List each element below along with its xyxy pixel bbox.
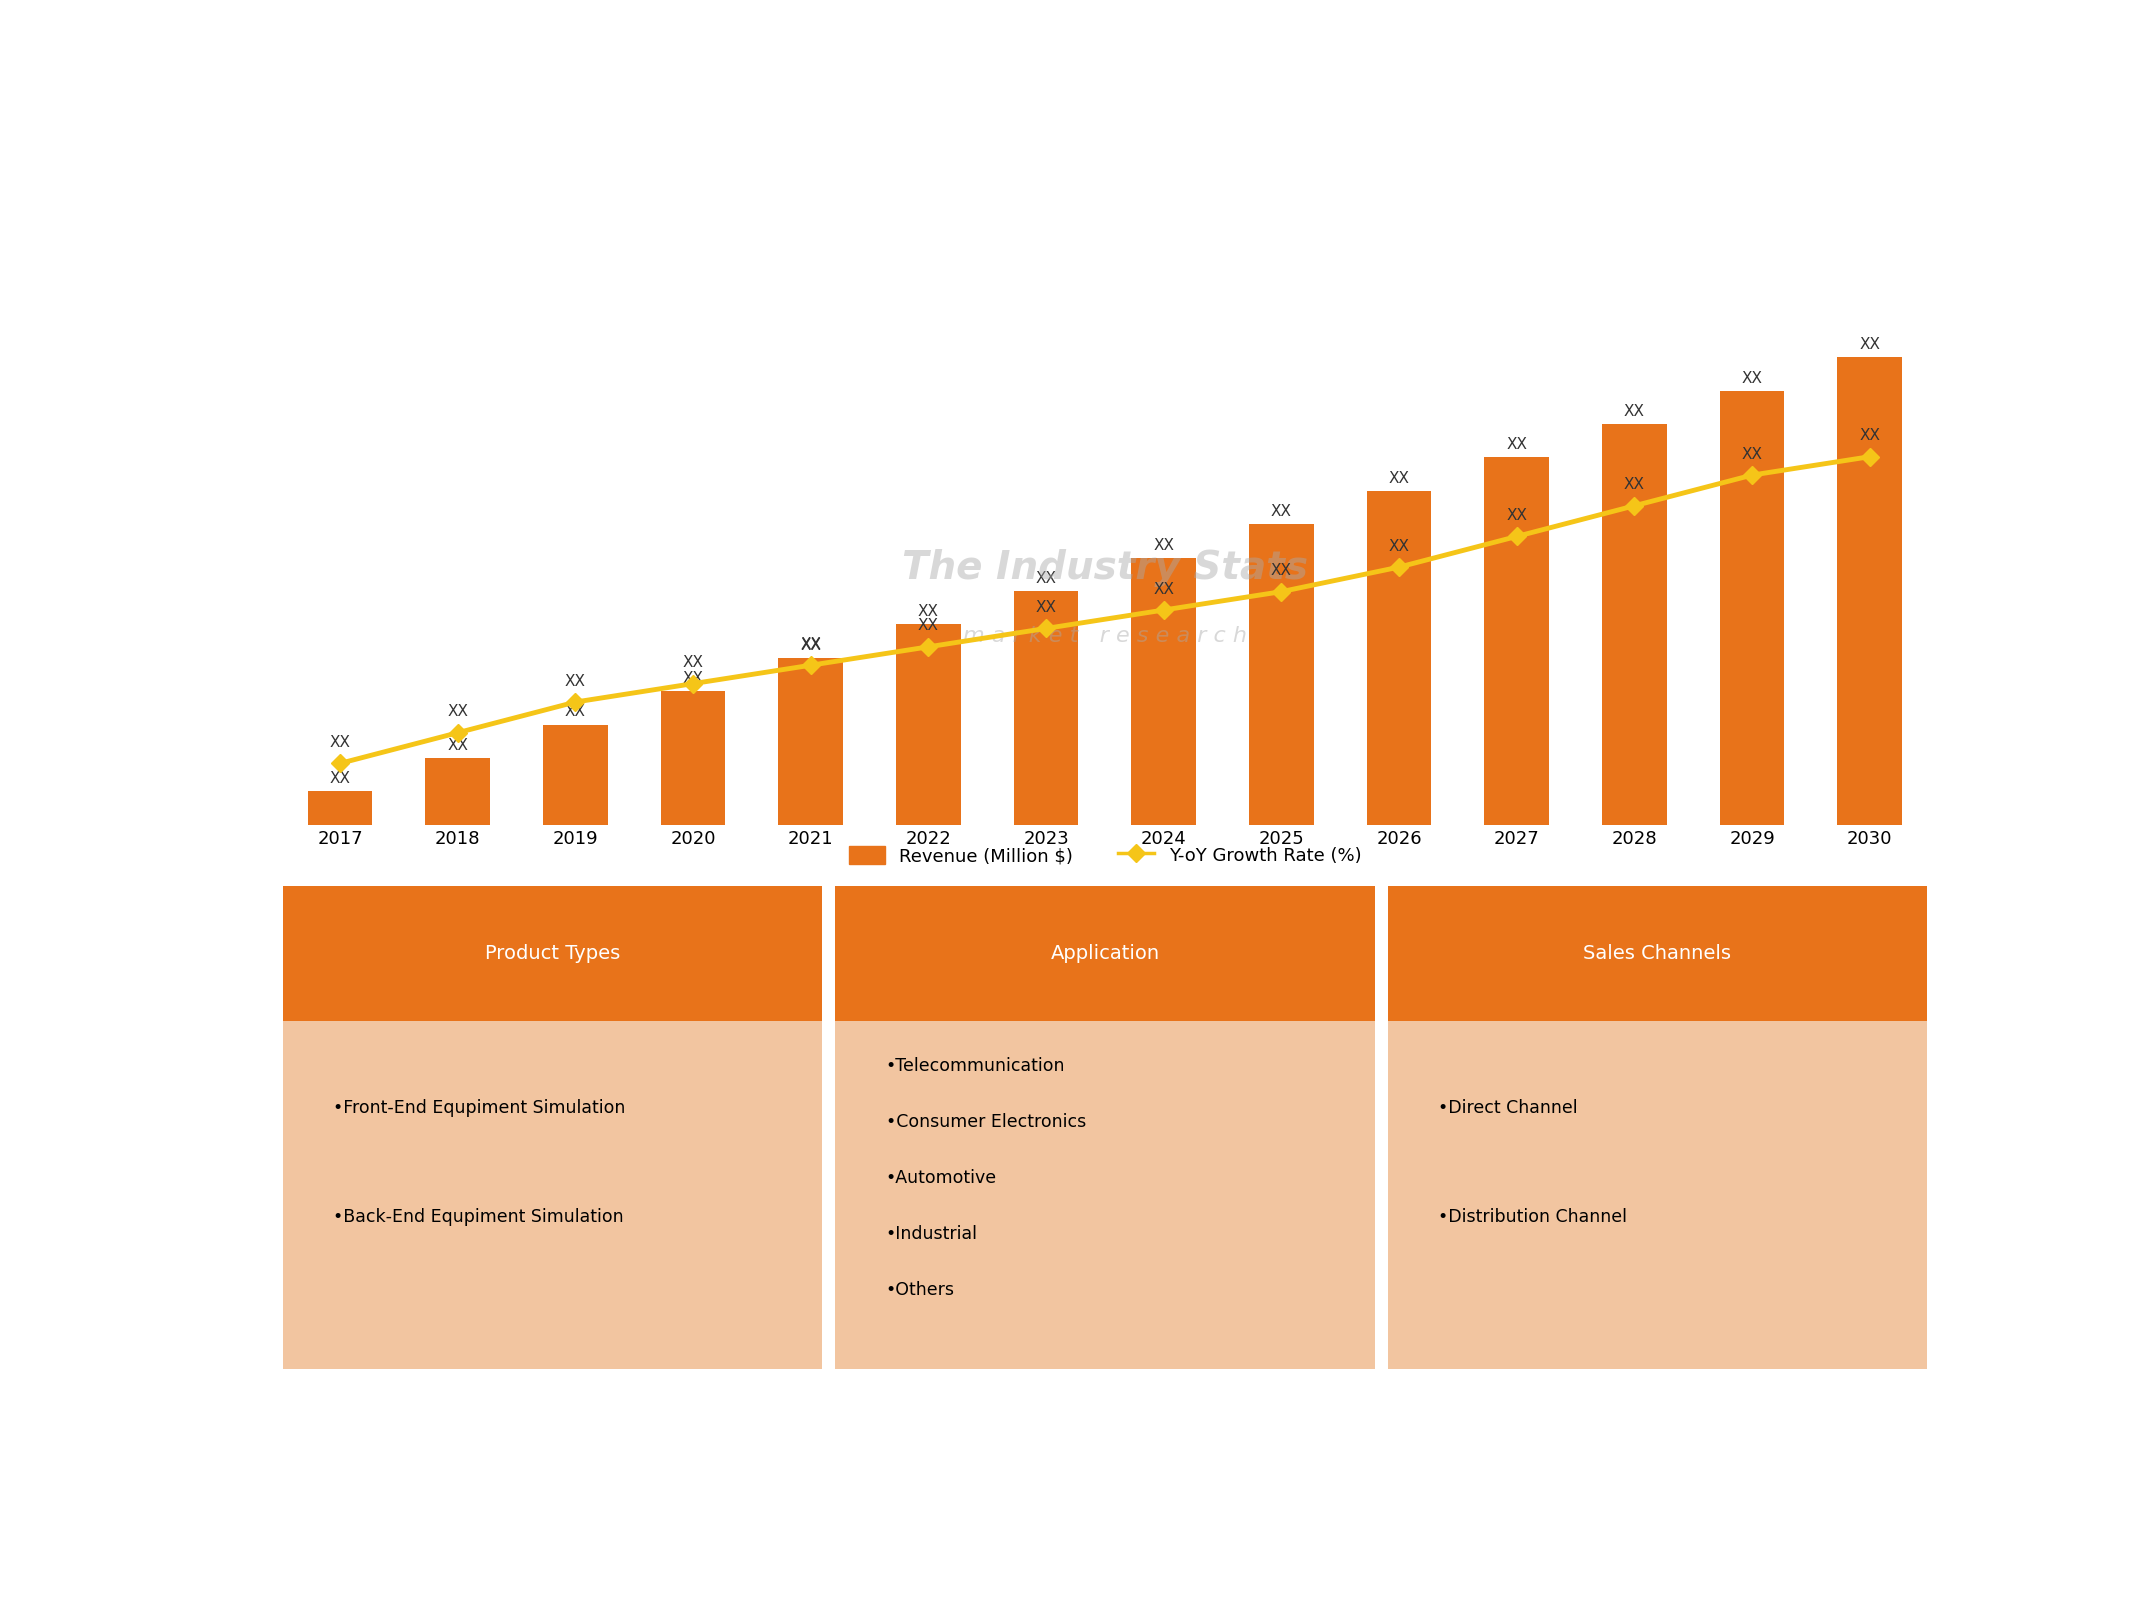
Text: XX: XX — [800, 638, 821, 652]
Text: •Front-End Equpiment Simulation: •Front-End Equpiment Simulation — [332, 1099, 625, 1117]
FancyBboxPatch shape — [282, 885, 821, 1022]
Text: XX: XX — [1507, 437, 1526, 452]
Text: Application: Application — [1050, 945, 1160, 963]
Bar — [897, 624, 962, 824]
Bar — [1013, 591, 1078, 824]
Text: XX: XX — [1623, 477, 1645, 492]
Text: •Consumer Electronics: •Consumer Electronics — [886, 1114, 1087, 1131]
FancyBboxPatch shape — [834, 885, 1376, 1369]
FancyBboxPatch shape — [1388, 885, 1927, 1369]
Text: XX: XX — [330, 771, 351, 786]
Bar — [308, 791, 373, 824]
FancyBboxPatch shape — [834, 885, 1376, 1022]
Text: Product Types: Product Types — [485, 945, 621, 963]
Bar — [1485, 458, 1550, 824]
Text: •Distribution Channel: •Distribution Channel — [1438, 1208, 1628, 1226]
Text: •Direct Channel: •Direct Channel — [1438, 1099, 1578, 1117]
Text: XX: XX — [330, 734, 351, 750]
Text: Fig. Global Semiconductor Device Modeling and Simulation Market Status and Outlo: Fig. Global Semiconductor Device Modelin… — [291, 215, 1447, 238]
Bar — [425, 759, 489, 824]
Text: •Telecommunication: •Telecommunication — [886, 1057, 1065, 1075]
Text: XX: XX — [1153, 582, 1175, 596]
FancyBboxPatch shape — [282, 885, 821, 1369]
Text: XX: XX — [446, 704, 468, 720]
Text: XX: XX — [918, 604, 940, 619]
Text: XX: XX — [683, 656, 703, 670]
Text: m a r k e t   r e s e a r c h: m a r k e t r e s e a r c h — [964, 627, 1246, 646]
Text: XX: XX — [1035, 570, 1056, 587]
Text: XX: XX — [1388, 538, 1410, 553]
Text: •Industrial: •Industrial — [886, 1225, 977, 1244]
Text: XX: XX — [446, 738, 468, 754]
Legend: Revenue (Million $), Y-oY Growth Rate (%): Revenue (Million $), Y-oY Growth Rate (%… — [841, 839, 1369, 873]
Bar — [660, 691, 724, 824]
Text: Website: www.theindustrystats.com: Website: www.theindustrystats.com — [1611, 1392, 1923, 1408]
Text: Sales Channels: Sales Channels — [1583, 945, 1731, 963]
Text: XX: XX — [1742, 447, 1764, 461]
Text: XX: XX — [1270, 505, 1291, 519]
Text: •Others: •Others — [886, 1281, 955, 1300]
Text: XX: XX — [1858, 427, 1880, 444]
Bar — [1132, 558, 1197, 824]
Text: XX: XX — [1270, 562, 1291, 579]
Bar — [1248, 524, 1313, 824]
Text: XX: XX — [918, 619, 940, 633]
Text: XX: XX — [800, 636, 821, 652]
Text: Email: sales@theindustrystats.com: Email: sales@theindustrystats.com — [955, 1392, 1255, 1408]
Bar — [778, 657, 843, 824]
Text: XX: XX — [565, 704, 586, 720]
Text: XX: XX — [1035, 599, 1056, 615]
Bar — [1837, 357, 1902, 824]
Text: XX: XX — [683, 672, 703, 686]
Bar — [543, 725, 608, 824]
Text: The Industry Stats: The Industry Stats — [901, 550, 1309, 587]
Text: XX: XX — [565, 673, 586, 688]
Text: XX: XX — [1623, 403, 1645, 419]
Bar — [1367, 490, 1432, 824]
Text: •Back-End Equpiment Simulation: •Back-End Equpiment Simulation — [332, 1208, 623, 1226]
Text: •Automotive: •Automotive — [886, 1170, 996, 1188]
Bar — [1720, 391, 1785, 824]
Text: XX: XX — [1153, 537, 1175, 553]
Text: XX: XX — [1507, 508, 1526, 522]
Text: XX: XX — [1388, 471, 1410, 485]
Text: Source: Theindustrystats Analysis: Source: Theindustrystats Analysis — [287, 1392, 580, 1408]
Text: XX: XX — [1742, 371, 1764, 386]
Text: XX: XX — [1858, 337, 1880, 352]
FancyBboxPatch shape — [1388, 885, 1927, 1022]
Bar — [1602, 424, 1667, 824]
